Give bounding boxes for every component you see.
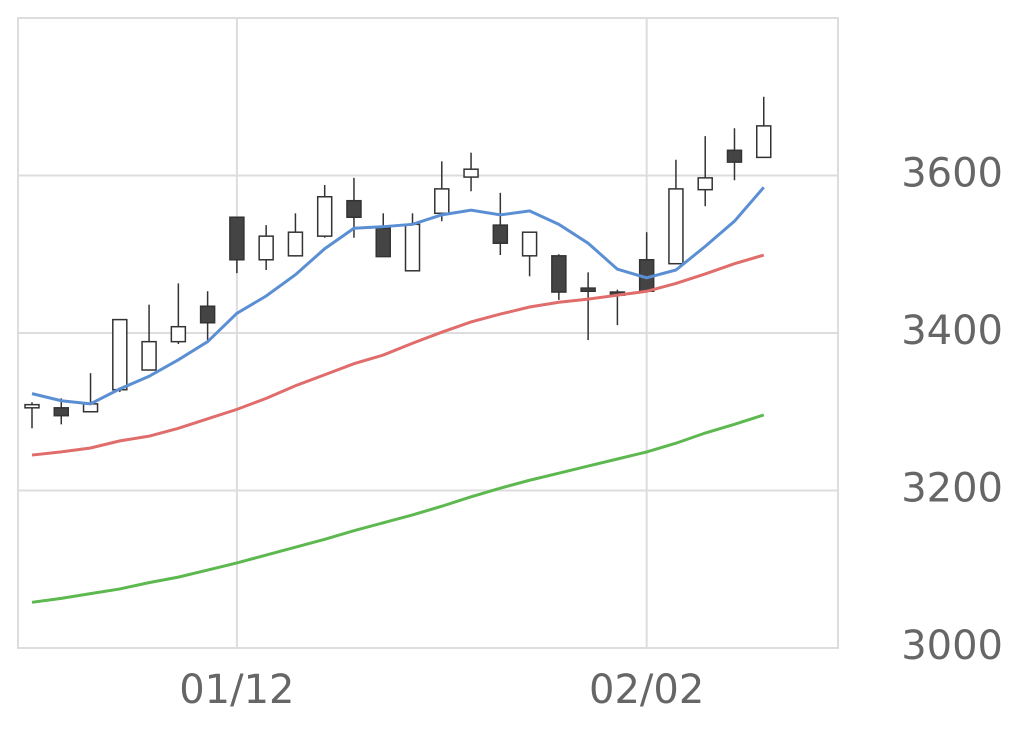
candle-body <box>258 235 274 261</box>
candle-body <box>53 407 70 417</box>
candle-body <box>346 199 362 218</box>
candle-body <box>229 216 245 261</box>
candle-body <box>375 227 391 258</box>
candle-body <box>580 287 596 293</box>
candle-body <box>141 340 157 371</box>
candle-body <box>668 188 684 265</box>
candle-body <box>287 231 304 257</box>
x-tick-label: 02/02 <box>589 667 704 713</box>
y-tick-label: 3000 <box>901 623 1003 669</box>
moving-average-line <box>31 186 765 406</box>
candle-body <box>24 403 40 409</box>
candle-body <box>434 188 450 215</box>
y-tick-label: 3600 <box>901 151 1003 197</box>
candle-body <box>463 168 479 178</box>
y-tick-label: 3200 <box>901 466 1003 512</box>
candle-body <box>316 196 333 237</box>
candle-body <box>492 224 509 244</box>
moving-average-line <box>31 413 765 604</box>
candle-body <box>199 305 216 324</box>
candle-body <box>697 177 713 191</box>
candle-body <box>170 325 187 343</box>
x-tick-label: 01/12 <box>179 667 294 713</box>
candle-body <box>521 231 538 257</box>
y-tick-label: 3400 <box>901 308 1003 354</box>
candle-body <box>112 318 128 391</box>
candle-body <box>756 125 772 159</box>
candle-body <box>726 149 743 163</box>
candle-body <box>551 255 567 293</box>
candle-body <box>404 223 421 272</box>
moving-average-line <box>31 253 765 457</box>
